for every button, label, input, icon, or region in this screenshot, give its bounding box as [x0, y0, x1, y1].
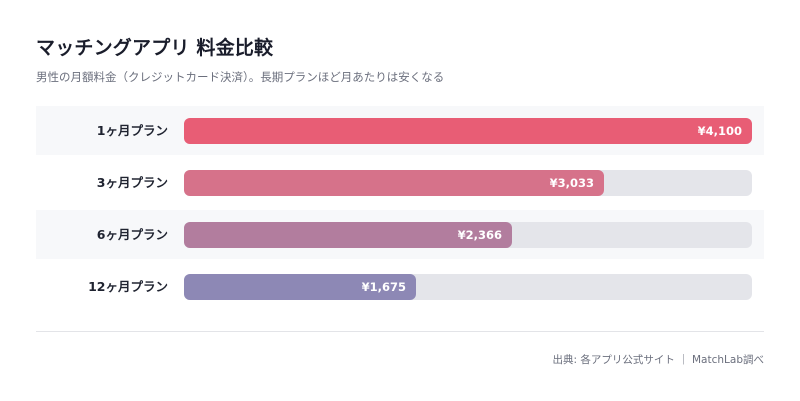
chart-title: マッチングアプリ 料金比較: [36, 37, 274, 59]
bar-chart: 1ヶ月プラン ¥4,100 3ヶ月プラン ¥3,033 6ヶ月プラン ¥2,366 12ヶ月…: [36, 106, 764, 314]
bar-row: 12ヶ月プラン ¥1,675: [36, 262, 764, 311]
footer-divider: [36, 331, 764, 332]
bar-value-label: ¥3,033: [549, 176, 594, 190]
bar: ¥4,100: [184, 118, 752, 144]
bar-track: ¥1,675: [184, 274, 752, 300]
bar-value-label: ¥1,675: [361, 280, 406, 294]
category-label: 12ヶ月プラン: [88, 279, 168, 294]
bar-row: 3ヶ月プラン ¥3,033: [36, 158, 764, 207]
bar-row: 6ヶ月プラン ¥2,366: [36, 210, 764, 259]
category-label: 3ヶ月プラン: [96, 175, 168, 190]
chart-subtitle: 男性の月額料金（クレジットカード決済）。長期プランほど月あたりは安くなる: [36, 70, 445, 84]
category-label: 6ヶ月プラン: [96, 227, 168, 242]
bar-row: 1ヶ月プラン ¥4,100: [36, 106, 764, 155]
category-label: 1ヶ月プラン: [96, 123, 168, 138]
bar-track: ¥3,033: [184, 170, 752, 196]
source-note: 出典: 各アプリ公式サイト ｜ MatchLab調べ: [552, 354, 764, 366]
bar-value-label: ¥2,366: [457, 228, 502, 242]
bar: ¥1,675: [184, 274, 416, 300]
bar-track: ¥2,366: [184, 222, 752, 248]
bar: ¥2,366: [184, 222, 512, 248]
bar-track: ¥4,100: [184, 118, 752, 144]
bar-value-label: ¥4,100: [697, 124, 742, 138]
bar: ¥3,033: [184, 170, 604, 196]
